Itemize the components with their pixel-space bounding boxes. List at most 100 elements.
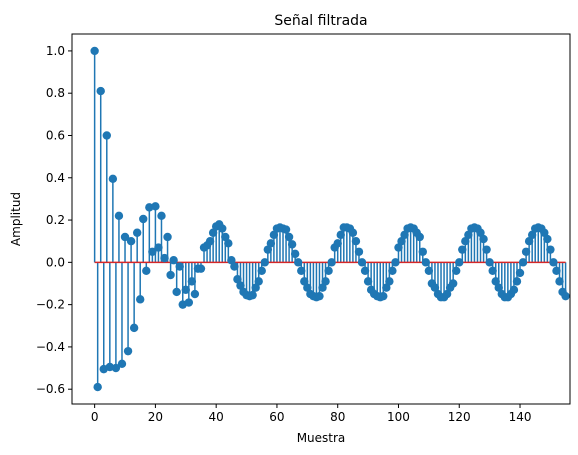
stem-marker: [196, 264, 206, 273]
chart-title: Señal filtrada: [274, 13, 367, 29]
stem-marker: [515, 268, 525, 278]
stem-marker: [479, 234, 488, 244]
stem-marker: [363, 277, 373, 286]
stem-marker: [187, 277, 197, 286]
stem-marker: [93, 382, 102, 392]
stem-marker: [148, 247, 157, 256]
stem-marker: [336, 230, 345, 240]
stem-marker: [540, 228, 549, 237]
stem-marker: [461, 237, 470, 246]
stem-marker: [430, 283, 440, 292]
stem-marker: [333, 239, 342, 248]
y-axis-label: Amplitud: [9, 192, 23, 246]
stem-marker: [248, 290, 257, 300]
stem-marker: [117, 359, 127, 369]
y-tick-label: 0.0: [46, 255, 65, 269]
y-tick-label: −0.2: [36, 298, 65, 312]
stem-marker: [391, 258, 400, 267]
stem-marker: [294, 258, 303, 267]
stem-marker: [96, 86, 105, 96]
stem-marker: [281, 225, 291, 234]
stem-marker: [491, 277, 500, 286]
y-tick-label: −0.4: [36, 340, 65, 354]
x-tick-label: 80: [330, 410, 345, 424]
stem-markers: [90, 46, 570, 392]
stem-marker: [263, 245, 273, 254]
x-tick-label: 100: [387, 410, 410, 424]
plot-frame: [71, 33, 571, 405]
stem-marker: [354, 247, 364, 256]
stem-marker: [324, 266, 333, 275]
stem-marker: [360, 266, 370, 275]
stem-marker: [555, 277, 564, 286]
stem-marker: [561, 291, 570, 301]
stem-marker: [351, 237, 361, 246]
stem-marker: [357, 258, 367, 267]
stem-marker: [269, 230, 279, 240]
stem-marker: [455, 258, 464, 267]
stem-marker: [382, 283, 391, 292]
stem-marker: [521, 247, 531, 256]
stem-marker: [509, 285, 519, 295]
stem-marker: [157, 211, 166, 221]
x-tick-label: 120: [448, 410, 471, 424]
stem-marker: [315, 291, 324, 301]
stem-marker: [236, 281, 245, 290]
stem-marker: [379, 291, 388, 301]
stem-marker: [151, 202, 160, 211]
stem-marker: [321, 277, 330, 286]
stem-marker: [421, 258, 431, 267]
stem-marker: [448, 279, 458, 288]
x-tick-label: 0: [91, 410, 99, 424]
stem-marker: [227, 256, 236, 265]
y-tick-label: 0.2: [46, 213, 65, 227]
stem-marker: [224, 239, 233, 248]
stem-marker: [400, 230, 409, 240]
stem-marker: [546, 245, 555, 254]
stem-marker: [266, 239, 276, 248]
stem-lines: [93, 50, 567, 388]
stem-marker: [175, 262, 184, 271]
stem-marker: [172, 287, 181, 297]
stem-marker: [111, 363, 121, 373]
stem-marker: [318, 283, 327, 292]
stem-marker: [257, 266, 266, 275]
stem-marker: [485, 258, 494, 267]
stem-marker: [184, 298, 194, 307]
stem-marker: [208, 228, 218, 237]
stem-marker: [230, 262, 239, 271]
stem-marker: [385, 277, 394, 286]
stem-marker: [303, 283, 312, 292]
y-tick-label: 0.6: [46, 128, 65, 142]
stem-marker: [543, 234, 552, 244]
stem-marker: [524, 237, 534, 246]
stem-marker: [418, 247, 427, 256]
stem-marker: [284, 232, 294, 242]
stem-marker: [205, 237, 215, 246]
stem-marker: [442, 289, 452, 299]
stem-marker: [394, 243, 403, 252]
x-tick-label: 20: [148, 410, 163, 424]
stem-marker: [221, 232, 230, 242]
stem-marker: [482, 245, 491, 254]
stem-marker: [388, 266, 397, 275]
stem-marker: [327, 258, 336, 267]
stem-marker: [163, 232, 172, 242]
stem-marker: [397, 237, 406, 246]
stem-marker: [297, 266, 306, 275]
y-tick-label: 0.8: [46, 86, 65, 100]
x-tick-label: 60: [269, 410, 284, 424]
y-tick-label: 0.4: [46, 171, 65, 185]
stem-marker: [114, 211, 124, 221]
y-tick-label: −0.6: [36, 382, 65, 396]
stem-marker: [129, 323, 139, 333]
stem-marker: [154, 243, 163, 252]
stem-marker: [123, 346, 133, 356]
x-tick-label: 140: [509, 410, 532, 424]
stem-marker: [108, 174, 118, 184]
stem-marker: [290, 249, 300, 259]
stem-marker: [476, 228, 485, 237]
stem-marker: [287, 240, 297, 249]
stem-marker: [549, 258, 558, 267]
